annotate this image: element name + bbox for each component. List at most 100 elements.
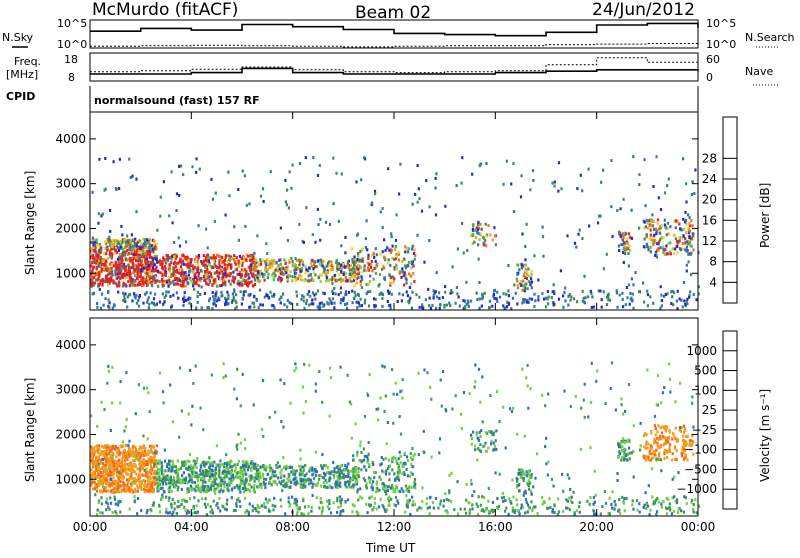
echo-cell (101, 262, 103, 265)
echo-cell (334, 274, 336, 277)
echo-cell (165, 291, 167, 294)
echo-cell (256, 234, 258, 237)
echo-cell (252, 275, 254, 278)
echo-cell (468, 305, 470, 308)
echo-cell (621, 292, 623, 295)
echo-cell (320, 259, 322, 262)
echo-cell (116, 188, 118, 191)
echo-cell (491, 305, 493, 308)
echo-cell (295, 257, 297, 260)
echo-cell (225, 269, 227, 272)
echo-cell (186, 491, 188, 494)
echo-cell (503, 292, 505, 295)
echo-cell (117, 258, 119, 261)
echo-cell (122, 453, 124, 456)
echo-cell (358, 302, 360, 305)
echo-cell (418, 197, 420, 200)
echo-cell (147, 489, 149, 492)
echo-cell (388, 249, 390, 252)
echo-cell (362, 248, 364, 251)
echo-cell (608, 293, 610, 296)
echo-cell (669, 429, 671, 432)
echo-cell (250, 474, 252, 477)
echo-cell (259, 275, 261, 278)
echo-cell (162, 303, 164, 306)
echo-cell (188, 487, 190, 490)
echo-cell (477, 221, 479, 224)
echo-cell (558, 298, 560, 301)
echo-cell (378, 285, 380, 288)
echo-cell (340, 270, 342, 273)
echo-cell (537, 295, 539, 298)
echo-cell (380, 292, 382, 295)
echo-cell (396, 213, 398, 216)
echo-cell (273, 278, 275, 281)
echo-cell (234, 486, 236, 489)
echo-cell (188, 460, 190, 463)
echo-cell (236, 256, 238, 259)
echo-cell (261, 272, 263, 275)
echo-cell (603, 290, 605, 293)
echo-cell (239, 477, 241, 480)
echo-cell (359, 250, 361, 253)
echo-cell (246, 283, 248, 286)
echo-cell (97, 456, 99, 459)
echo-cell (645, 455, 647, 458)
echo-cell (492, 433, 494, 436)
echo-cell (181, 262, 183, 265)
echo-cell (308, 304, 310, 307)
echo-cell (193, 288, 195, 291)
echo-cell (225, 275, 227, 278)
echo-cell (625, 248, 627, 251)
echo-cell (598, 215, 600, 218)
echo-cell (483, 243, 485, 246)
echo-cell (264, 296, 266, 299)
echo-cell (196, 466, 198, 469)
echo-cell (207, 276, 209, 279)
echo-cell (685, 219, 687, 222)
echo-cell (355, 180, 357, 183)
echo-cell (177, 297, 179, 300)
echo-cell (274, 480, 276, 483)
echo-cell (666, 426, 668, 429)
echo-cell (131, 260, 133, 263)
echo-cell (666, 252, 668, 255)
echo-cell (648, 248, 650, 251)
echo-cell (295, 290, 297, 293)
echo-cell (425, 298, 427, 301)
echo-cell (97, 285, 99, 288)
echo-cell (391, 235, 393, 238)
echo-cell (137, 277, 139, 280)
echo-cell (155, 465, 157, 468)
echo-cell (353, 264, 355, 267)
echo-cell (410, 452, 412, 455)
echo-cell (331, 290, 333, 293)
echo-cell (112, 471, 114, 474)
echo-cell (194, 276, 196, 279)
echo-cell (130, 276, 132, 279)
echo-cell (134, 284, 136, 287)
echo-cell (255, 269, 257, 272)
echo-cell (456, 286, 458, 289)
echo-cell (248, 281, 250, 284)
echo-cell (470, 434, 472, 437)
echo-cell (240, 483, 242, 486)
echo-cell (647, 447, 649, 450)
echo-cell (104, 157, 106, 160)
echo-cell (395, 239, 397, 242)
echo-cell (307, 280, 309, 283)
echo-cell (293, 269, 295, 272)
echo-cell (633, 307, 635, 310)
echo-cell (463, 252, 465, 255)
echo-cell (249, 503, 251, 506)
echo-cell (215, 192, 217, 195)
echo-cell (416, 234, 418, 237)
echo-cell (322, 265, 324, 268)
echo-cell (622, 298, 624, 301)
echo-cell (481, 228, 483, 231)
echo-cell (277, 476, 279, 479)
echo-cell (101, 284, 103, 287)
echo-cell (404, 245, 406, 248)
echo-cell (677, 241, 679, 244)
echo-cell (681, 237, 683, 240)
